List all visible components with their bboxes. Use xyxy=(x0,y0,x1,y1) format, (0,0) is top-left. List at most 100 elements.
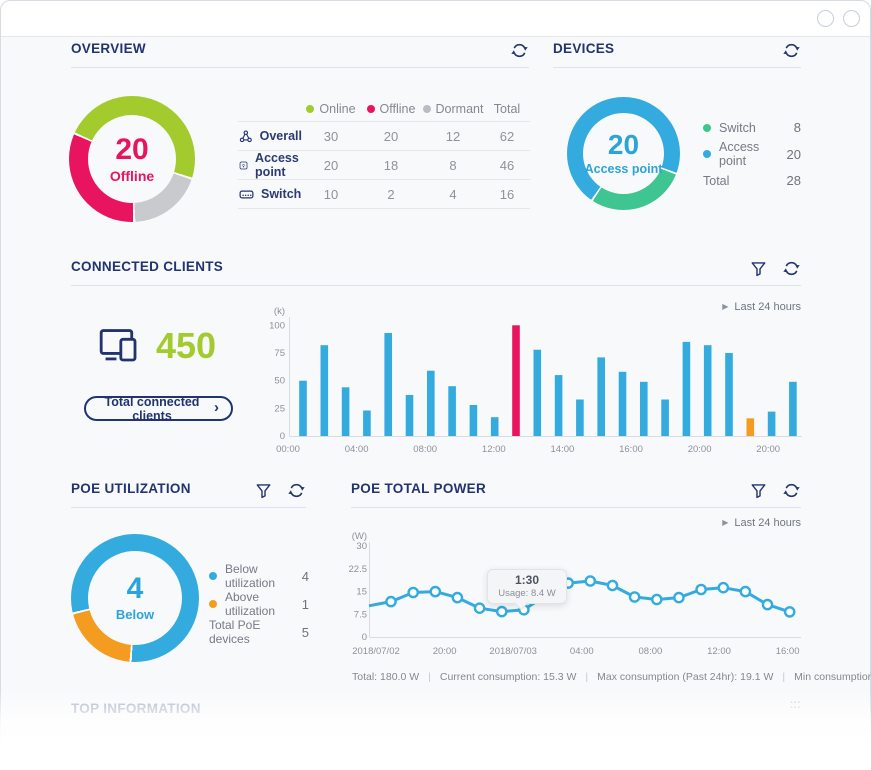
svg-text:00:00: 00:00 xyxy=(276,444,300,455)
svg-text:20:00: 20:00 xyxy=(756,444,780,455)
faded-next-section-header: TOP INFORMATION ··· ··· xyxy=(71,697,801,717)
window-titlebar xyxy=(1,1,870,37)
svg-text:0: 0 xyxy=(362,632,367,643)
switch-dot xyxy=(703,123,711,132)
stat-max: Max consumption (Past 24hr): 19.1 W xyxy=(576,671,773,683)
refresh-icon[interactable] xyxy=(287,481,306,500)
below-utilization-dot xyxy=(209,572,217,580)
column-dormant: Dormant xyxy=(435,102,484,116)
cell-value: 4 xyxy=(449,186,457,202)
poe-power-chart-area: 0 7.5 15 22.5 30 (W) 2018/07/02 20:00 2018/07/03… xyxy=(346,529,811,669)
legend-item: Above utilization 1 xyxy=(209,590,309,618)
overall-icon xyxy=(239,130,252,142)
dormant-dot xyxy=(422,105,431,113)
row-label: Switch xyxy=(261,187,302,201)
connected-clients-title: CONNECTED CLIENTS xyxy=(71,259,224,274)
svg-text:0: 0 xyxy=(280,431,285,442)
overview-section-header: OVERVIEW xyxy=(71,41,529,68)
overview-status-table: Online Offline Dormant Total Overall 30 … xyxy=(238,97,530,209)
svg-text:30: 30 xyxy=(356,541,367,552)
stat-current: Current consumption: 15.3 W xyxy=(419,671,576,683)
refresh-icon[interactable] xyxy=(782,481,801,500)
poe-utilization-title: POE UTILIZATION xyxy=(71,481,191,496)
legend-item: Total 28 xyxy=(703,173,801,188)
svg-text:(W): (W) xyxy=(352,531,367,542)
row-label: Overall xyxy=(259,129,302,143)
column-online: Online xyxy=(319,102,356,116)
poe-utilization-donut-chart: 4 Below xyxy=(71,534,199,662)
svg-text:100: 100 xyxy=(269,320,285,331)
table-row: Overall 30 20 12 62 xyxy=(238,122,530,151)
svg-text:14:00: 14:00 xyxy=(551,444,575,455)
overview-donut-label: Offline xyxy=(109,167,155,184)
offline-dot xyxy=(366,105,375,113)
row-label: Access point xyxy=(255,151,299,179)
column-total: Total xyxy=(493,102,521,116)
legend-item: Below utilization 4 xyxy=(209,562,309,590)
cell-value: 2 xyxy=(387,186,395,202)
play-icon: ▶ xyxy=(722,302,729,311)
cell-value: 18 xyxy=(383,157,399,173)
filter-icon[interactable] xyxy=(255,482,272,500)
devices-donut-label: Access point xyxy=(584,162,663,176)
cell-value: 10 xyxy=(323,186,339,202)
overview-title: OVERVIEW xyxy=(71,41,146,56)
svg-text:(k): (k) xyxy=(274,306,285,317)
devices-legend: Switch 8 Access point 20 Total 28 xyxy=(703,120,801,188)
faded-section-title: TOP INFORMATION xyxy=(71,701,201,716)
legend-item: Access point 20 xyxy=(703,140,801,168)
total-clients-value: 450 xyxy=(156,325,217,366)
chart-tooltip: 1:30 Usage: 8.4 W xyxy=(487,569,567,611)
svg-text:20:00: 20:00 xyxy=(433,646,457,657)
poe-total-power-title: POE TOTAL POWER xyxy=(351,481,487,496)
filter-icon[interactable] xyxy=(750,260,767,278)
play-icon: ▶ xyxy=(722,518,729,527)
svg-text:25: 25 xyxy=(274,403,285,414)
access-point-icon xyxy=(239,161,248,169)
window-control-circle[interactable] xyxy=(843,10,860,27)
donut-hole xyxy=(583,113,664,194)
filter-icon[interactable] xyxy=(750,482,767,500)
chevron-right-icon: › xyxy=(214,399,219,416)
svg-text:2018/07/03: 2018/07/03 xyxy=(489,646,537,657)
client-devices-icon xyxy=(99,329,137,362)
svg-text:20:00: 20:00 xyxy=(688,444,712,455)
table-row: Switch 10 2 4 16 xyxy=(238,180,530,209)
drag-handle-icon: ··· ··· xyxy=(790,697,801,714)
svg-text:2018/07/02: 2018/07/02 xyxy=(352,646,400,657)
svg-text:08:00: 08:00 xyxy=(639,646,663,657)
devices-donut-value: 20 xyxy=(607,129,640,160)
poe-utilization-section-header: POE UTILIZATION xyxy=(71,481,306,508)
overview-donut-chart: 20 Offline xyxy=(69,96,195,222)
svg-text:08:00: 08:00 xyxy=(413,444,437,455)
column-offline: Offline xyxy=(379,102,416,116)
table-row: Access point 20 18 8 46 xyxy=(238,151,530,180)
time-range-selector[interactable]: ▶ Last 24 hours xyxy=(722,517,801,529)
poe-total-power-section-header: POE TOTAL POWER xyxy=(351,481,801,508)
time-range-selector[interactable]: ▶ Last 24 hours xyxy=(722,301,801,313)
svg-text:12:00: 12:00 xyxy=(482,444,506,455)
svg-text:16:00: 16:00 xyxy=(619,444,643,455)
svg-text:15: 15 xyxy=(356,587,367,598)
stat-min: Min consumption (Past 24hr): 1.3 W xyxy=(773,671,871,683)
refresh-icon[interactable] xyxy=(510,41,529,60)
poe-power-stats: Total: 180.0 WCurrent consumption: 15.3 … xyxy=(352,671,871,683)
svg-text:12:00: 12:00 xyxy=(707,646,731,657)
switch-icon xyxy=(239,190,254,198)
above-utilization-dot xyxy=(209,600,217,608)
cell-value: 8 xyxy=(449,157,457,173)
devices-section-header: DEVICES xyxy=(553,41,801,68)
poe-donut-value: 4 xyxy=(126,572,144,605)
donut-hole xyxy=(88,115,176,203)
total-connected-clients-button[interactable]: Total connected clients › xyxy=(84,395,233,423)
window-control-circle[interactable] xyxy=(817,10,834,27)
access-point-dot xyxy=(703,150,711,158)
refresh-icon[interactable] xyxy=(782,259,801,278)
stat-total: Total: 180.0 W xyxy=(352,671,420,683)
donut-hole xyxy=(88,551,182,645)
legend-item: Total PoE devices 5 xyxy=(209,618,309,646)
poe-power-chart: 0 7.5 15 22.5 30(W) 2018/07/02 20:00 2018/07/03… xyxy=(349,531,801,657)
refresh-icon[interactable] xyxy=(782,41,801,60)
svg-text:50: 50 xyxy=(274,376,285,387)
